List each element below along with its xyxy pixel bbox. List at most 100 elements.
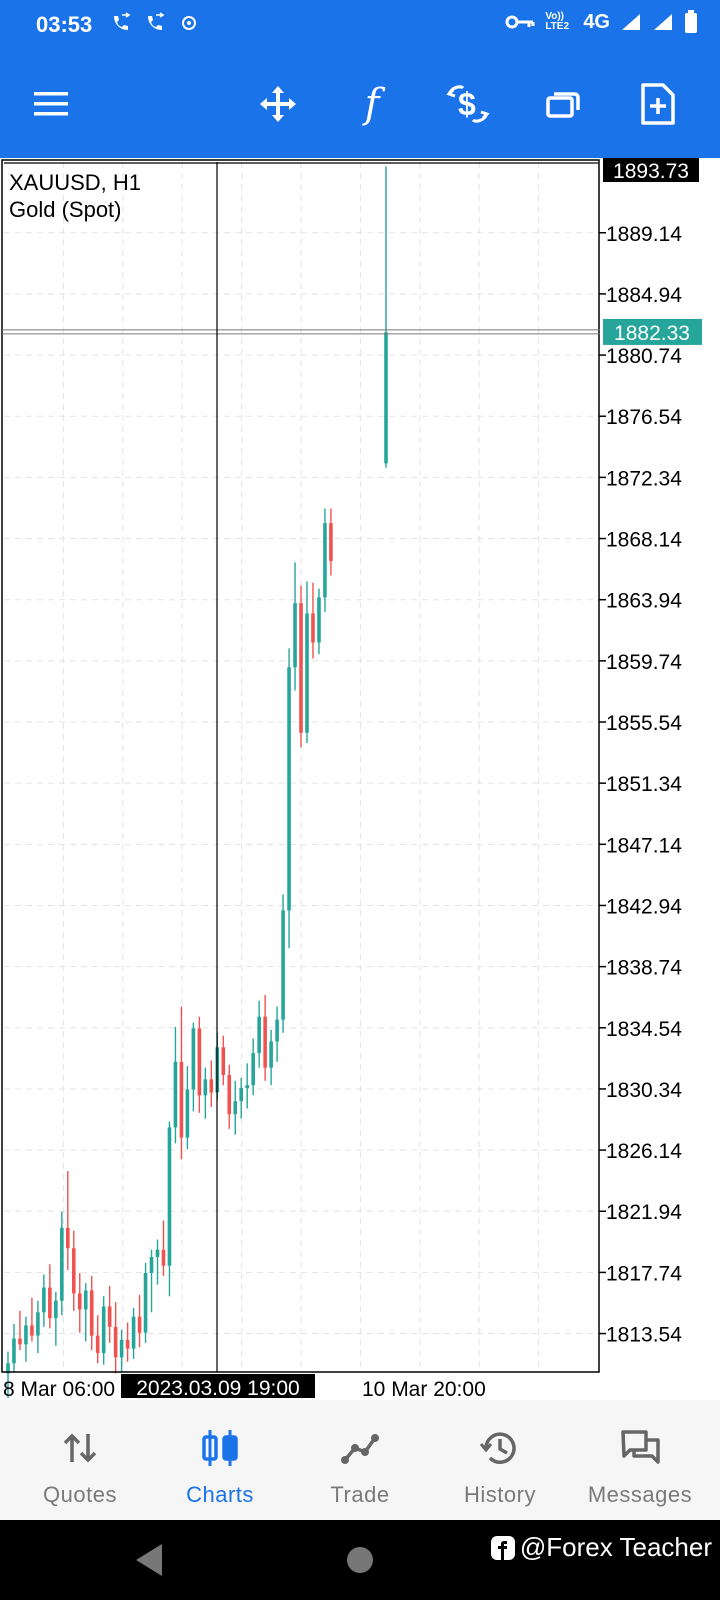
candle-body (191, 1028, 196, 1090)
messages-chat-icon (621, 1430, 660, 1464)
candles (6, 166, 388, 1405)
candle-body (36, 1312, 40, 1336)
price-tick-label: 1884.94 (606, 284, 682, 307)
status-system-icons: Vo)) LTE2 4G (505, 10, 698, 34)
candle-body (30, 1325, 34, 1336)
candle-body (143, 1272, 148, 1333)
price-tick-label: 1851.34 (606, 773, 682, 796)
call-forward-icon (114, 12, 131, 30)
signal-icon (622, 14, 640, 30)
candle-body (293, 603, 297, 668)
candle-body (287, 667, 291, 911)
dollar-trade-icon: $ (446, 85, 490, 123)
candle-body (18, 1338, 22, 1345)
function-icon: f (364, 81, 380, 127)
price-tick-label: 1855.54 (606, 712, 682, 735)
price-tick-label: 1834.54 (606, 1018, 682, 1041)
status-bar: 03:53 Vo)) LTE2 4G (0, 0, 720, 52)
windows-icon (546, 92, 580, 118)
candle-body (275, 1019, 279, 1042)
candle-body (233, 1101, 238, 1115)
nav-charts[interactable]: Charts (148, 1400, 292, 1520)
history-clock-icon (480, 1432, 516, 1464)
candle-body (257, 1016, 261, 1054)
candle-body (113, 1326, 118, 1358)
candle-body (107, 1306, 112, 1327)
candle-body (323, 523, 327, 598)
vpn-key-icon (505, 15, 535, 29)
price-tick-label: 1880.74 (606, 345, 682, 368)
signal-2-icon (654, 14, 672, 30)
crosshair-button[interactable] (248, 72, 308, 136)
price-tick-label: 1817.74 (606, 1262, 682, 1285)
home-circle-icon[interactable] (346, 1546, 374, 1574)
candle-body (12, 1338, 16, 1364)
candle-body (167, 1127, 172, 1266)
chart-area[interactable]: 1889.14 1884.94 1880.74 1876.54 1872.34 1868.… (0, 158, 720, 1405)
price-tick-label: 1821.94 (606, 1201, 682, 1224)
candle-body (203, 1079, 208, 1096)
candle-body (77, 1293, 82, 1310)
price-tick-label: 1889.14 (606, 223, 682, 246)
new-order-button[interactable] (628, 72, 688, 136)
candle-body (137, 1316, 142, 1333)
charts-candles-icon (202, 1430, 238, 1466)
menu-button[interactable] (22, 72, 82, 136)
candle-body (179, 1061, 184, 1138)
candle-body (6, 1363, 10, 1374)
candle-body (311, 613, 315, 643)
candle-body (209, 1079, 214, 1093)
settings-gear-icon (182, 16, 196, 30)
app-bar: 03:53 Vo)) LTE2 4G f $ (0, 0, 720, 158)
price-tick-label: 1876.54 (606, 406, 682, 429)
watermark-text: @Forex Teacher (519, 1532, 712, 1562)
candle-body (48, 1287, 52, 1319)
move-arrows-icon (260, 86, 296, 122)
candle-body (239, 1088, 244, 1102)
candle-body (281, 910, 285, 1020)
nav-messages-label: Messages (587, 1482, 693, 1507)
nav-trade-label: Trade (330, 1482, 390, 1507)
plot-frame (1, 159, 600, 1373)
candle-body (161, 1249, 166, 1266)
trade-button[interactable]: $ (438, 72, 498, 136)
candle-body (101, 1306, 106, 1354)
candle-body (227, 1074, 232, 1115)
nav-quotes[interactable]: Quotes (8, 1400, 152, 1520)
candle-body (83, 1290, 88, 1310)
back-triangle-icon[interactable] (134, 1542, 166, 1578)
nav-quotes-label: Quotes (43, 1482, 117, 1507)
nav-messages[interactable]: Messages (568, 1400, 712, 1520)
current-price-box (603, 318, 702, 345)
nav-charts-label: Charts (186, 1482, 254, 1507)
price-tick-label: 1863.94 (606, 590, 682, 613)
candle-body (71, 1248, 76, 1294)
candle-body (155, 1249, 160, 1257)
watermark: @Forex Teacher (490, 1532, 712, 1563)
price-tick-label: 1813.54 (606, 1324, 682, 1347)
candle-body (54, 1300, 58, 1319)
windows-button[interactable] (534, 72, 594, 136)
candle-body (305, 613, 309, 733)
chart-description-label: Gold (Spot) (9, 197, 122, 222)
nav-history[interactable]: History (428, 1400, 572, 1520)
candle-body (299, 603, 303, 733)
candle-body (317, 597, 321, 643)
nav-trade[interactable]: Trade (288, 1400, 432, 1520)
candle-body (245, 1085, 249, 1089)
facebook-icon (490, 1535, 515, 1560)
price-tick-label: 1872.34 (606, 467, 682, 490)
price-chart[interactable]: 1889.14 1884.94 1880.74 1876.54 1872.34 1868.… (0, 158, 720, 1405)
bottom-navigation: Quotes Charts Trade History Messages (0, 1400, 720, 1520)
hamburger-menu-icon (34, 92, 68, 116)
price-tick-label: 1868.14 (606, 529, 682, 552)
price-tick-label: 1838.74 (606, 957, 682, 980)
nav-history-label: History (464, 1482, 536, 1507)
candle-body (89, 1290, 94, 1336)
candle-body (24, 1325, 28, 1345)
candle-body (173, 1061, 178, 1128)
candle-body (185, 1089, 190, 1138)
crosshair-time-label: 2023.03.09 19:00 (136, 1377, 300, 1398)
indicators-button[interactable]: f (342, 72, 402, 136)
price-tick-label: 1826.14 (606, 1140, 682, 1163)
